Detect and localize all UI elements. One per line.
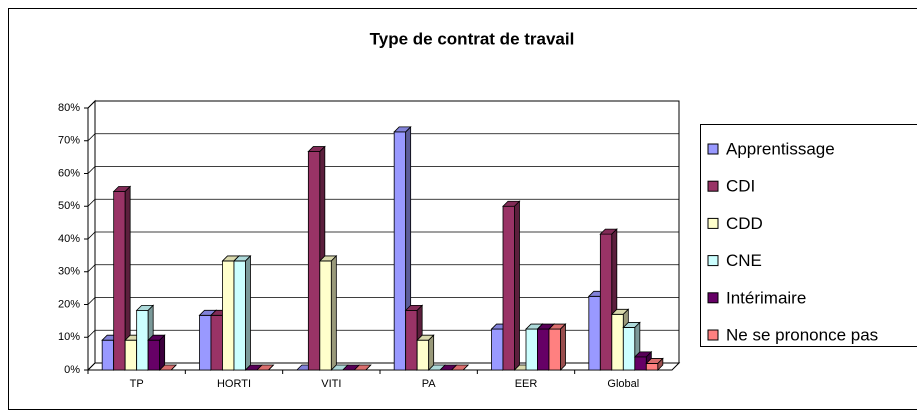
bar-front: [233, 260, 246, 371]
bar-side: [245, 254, 251, 371]
bar-side: [268, 364, 274, 371]
bar-front: [147, 339, 161, 371]
legend-swatch: [707, 255, 719, 267]
legend-swatch: [707, 329, 719, 341]
bar-side: [560, 323, 566, 371]
bar-front: [222, 260, 235, 371]
bar-front: [136, 309, 149, 371]
bar: [450, 364, 470, 371]
y-tick-label: 20%: [58, 298, 80, 310]
bar: [502, 200, 521, 371]
bar-front: [319, 260, 332, 371]
legend-swatch: [707, 217, 719, 229]
legend-label: CDI: [726, 177, 755, 196]
legend-box: [700, 124, 917, 347]
bar-side: [159, 334, 166, 371]
y-tick-label: 30%: [58, 266, 80, 278]
chart-title: Type de contrat de travail: [370, 29, 575, 48]
bar-front: [502, 205, 515, 371]
bar-front: [645, 363, 659, 371]
bar: [233, 254, 252, 371]
legend-label: CNE: [726, 251, 762, 270]
grid-line: [87, 198, 679, 207]
legend: Apprentissage CDI CDD CNE Intérimaire Ne se p…: [700, 124, 917, 347]
y-tick-label: 60%: [58, 167, 80, 179]
y-tick-label: 70%: [58, 135, 80, 147]
y-tick-label: 40%: [58, 233, 80, 245]
bar: [112, 185, 132, 371]
bar-front: [210, 314, 223, 371]
bar-front: [548, 328, 561, 371]
x-tick-label: HORTI: [217, 378, 251, 390]
x-tick-label: VITI: [321, 378, 341, 390]
legend-swatch: [707, 292, 719, 304]
bar-side: [428, 334, 435, 371]
x-tick-label: EER: [515, 378, 538, 390]
bar-side: [657, 357, 664, 371]
plot-area: 0% 10% 20% 30% 40% 50% 60% 70% 80% TP HORTI VITI PA E…: [58, 99, 681, 390]
bar-front: [537, 328, 550, 371]
bar: [318, 254, 338, 371]
bar-front: [124, 339, 138, 371]
bar: [416, 334, 435, 371]
grid-line: [87, 133, 679, 142]
bar: [158, 364, 178, 371]
grid-line: [87, 264, 679, 273]
bar-side: [514, 200, 520, 371]
bar-front: [491, 328, 504, 371]
grid-line: [87, 329, 679, 338]
legend-label: CDD: [726, 214, 763, 233]
bar-front: [393, 131, 407, 371]
legend-swatch: [707, 180, 719, 192]
bar-front: [416, 339, 430, 371]
grid-line: [87, 166, 679, 174]
bar: [548, 323, 567, 371]
bar-side: [330, 254, 337, 371]
bar-front: [599, 233, 613, 371]
bar-front: [113, 191, 126, 371]
grid-line: [87, 100, 679, 109]
legend-label: Ne se prononce pas: [726, 325, 878, 344]
bar-front: [588, 295, 601, 371]
bar-front: [405, 309, 418, 371]
legend-label: Intérimaire: [726, 288, 806, 307]
y-tick-label: 0%: [64, 364, 80, 376]
legend-label: Apprentissage: [726, 139, 835, 158]
grid-line: [87, 362, 679, 371]
grid-line: [87, 231, 679, 240]
bar-front: [101, 339, 115, 371]
bar-front: [634, 356, 647, 371]
bar-side: [365, 364, 372, 371]
grid-line: [87, 297, 679, 305]
bar-front: [199, 314, 212, 371]
bar: [147, 334, 166, 371]
bar-front: [307, 151, 321, 371]
bar: [256, 364, 275, 371]
legend-swatch: [707, 143, 719, 155]
bar: [353, 364, 372, 371]
y-tick-label: 80%: [58, 102, 80, 114]
y-tick-label: 10%: [58, 331, 80, 343]
bar: [645, 357, 664, 371]
x-tick-label: PA: [422, 378, 437, 390]
x-tick-label: TP: [130, 378, 144, 390]
y-tick-label: 50%: [58, 200, 80, 212]
bar-front: [611, 313, 624, 371]
bar-front: [622, 327, 636, 371]
x-tick-label: Global: [607, 378, 639, 390]
bar-front: [525, 328, 538, 371]
